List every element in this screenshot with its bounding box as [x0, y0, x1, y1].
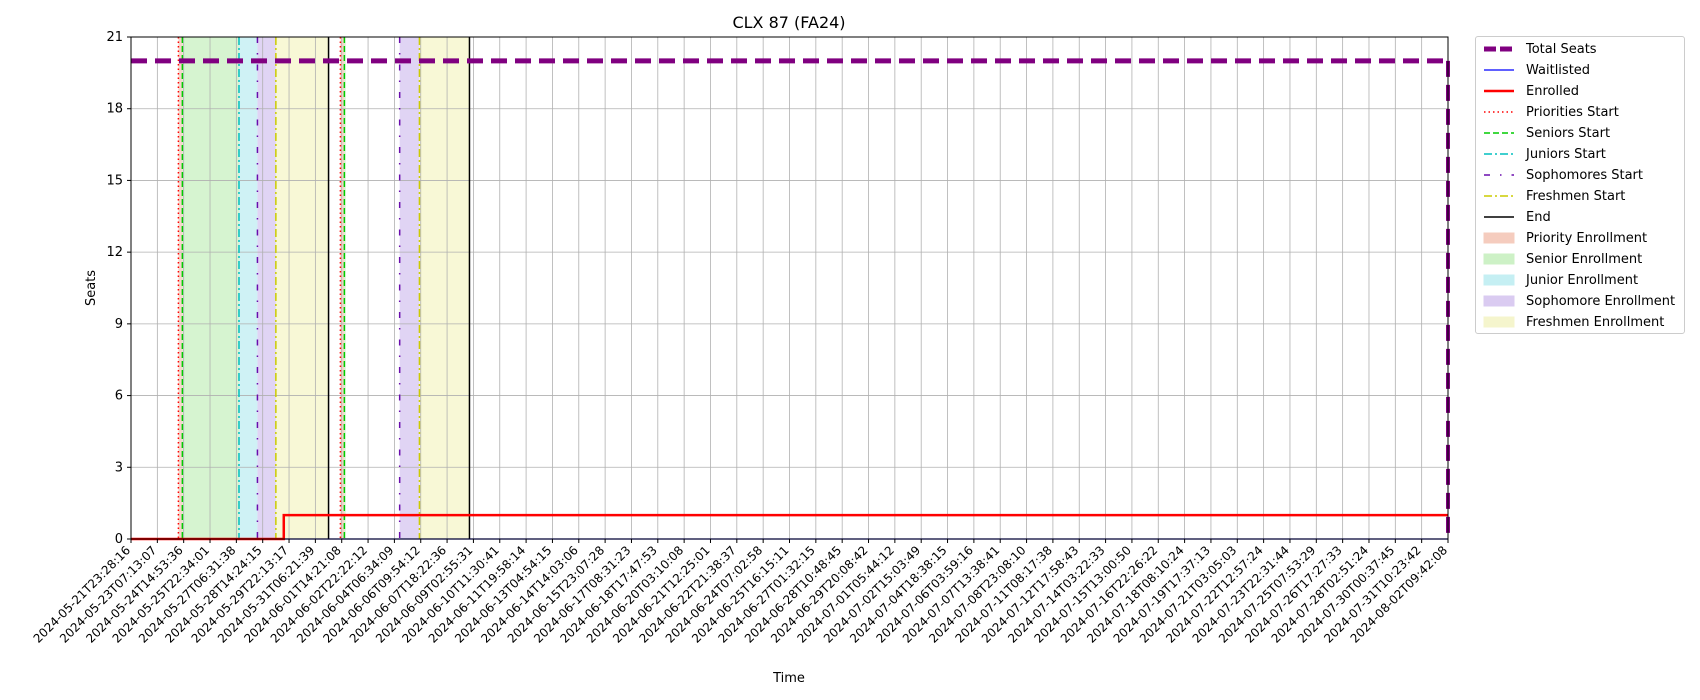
legend-item-priorities-start: Priorities Start — [1482, 102, 1619, 122]
span-freshmen-enrollment — [419, 37, 470, 539]
legend-item-freshmen-start: Freshmen Start — [1482, 186, 1625, 206]
y-tick-label: 21 — [106, 30, 123, 45]
legend-swatch — [1482, 42, 1516, 56]
y-tick-label: 6 — [115, 389, 123, 404]
x-axis-ticks: 2024-05-21T23:28:162024-05-23T07:13:0720… — [31, 539, 1450, 646]
legend-label: Priorities Start — [1526, 104, 1619, 120]
legend-item-sophomore-enrollment: Sophomore Enrollment — [1482, 291, 1675, 311]
legend-item-junior-enrollment: Junior Enrollment — [1482, 270, 1638, 290]
legend-swatch — [1482, 273, 1516, 287]
legend-swatch — [1482, 315, 1516, 329]
legend-swatch — [1482, 168, 1516, 182]
y-axis-label: Seats — [84, 270, 99, 306]
legend-label: Priority Enrollment — [1526, 230, 1648, 246]
legend-label: Senior Enrollment — [1526, 251, 1643, 267]
legend-item-end: End — [1482, 207, 1551, 227]
legend-label: Waitlisted — [1526, 62, 1591, 78]
span-priority-enrollment — [178, 37, 183, 539]
legend-swatch — [1482, 105, 1516, 119]
legend-label: End — [1526, 209, 1551, 225]
span-freshmen-enrollment — [275, 37, 329, 539]
legend-swatch — [1482, 126, 1516, 140]
legend-swatch — [1482, 189, 1516, 203]
legend-item-priority-enrollment: Priority Enrollment — [1482, 228, 1647, 248]
span-junior-enrollment — [238, 37, 258, 539]
legend-label: Seniors Start — [1526, 125, 1611, 141]
legend-item-enrolled: Enrolled — [1482, 81, 1579, 101]
legend-label: Junior Enrollment — [1526, 272, 1639, 288]
y-tick-label: 15 — [106, 173, 123, 188]
y-tick-label: 0 — [115, 532, 123, 547]
legend: Total Seats Waitlisted Enrolled Priorities … — [1475, 36, 1685, 334]
legend-swatch — [1482, 210, 1516, 224]
span-priority-enrollment — [340, 37, 345, 539]
chart-title: CLX 87 (FA24) — [732, 13, 845, 32]
legend-label: Juniors Start — [1526, 146, 1606, 162]
legend-item-freshmen-enrollment: Freshmen Enrollment — [1482, 312, 1664, 332]
legend-item-waitlisted: Waitlisted — [1482, 60, 1590, 80]
y-tick-label: 9 — [115, 317, 123, 332]
legend-item-senior-enrollment: Senior Enrollment — [1482, 249, 1642, 269]
span-sophomore-enrollment — [257, 37, 276, 539]
legend-item-juniors-start: Juniors Start — [1482, 144, 1606, 164]
enrollment-spans — [178, 37, 470, 539]
legend-item-total-seats: Total Seats — [1482, 39, 1597, 59]
span-sophomore-enrollment — [399, 37, 420, 539]
y-tick-label: 18 — [106, 102, 123, 117]
event-lines — [177, 37, 471, 539]
legend-swatch — [1482, 252, 1516, 266]
legend-item-seniors-start: Seniors Start — [1482, 123, 1610, 143]
legend-swatch — [1482, 63, 1516, 77]
span-senior-enrollment — [344, 37, 346, 539]
legend-label: Sophomore Enrollment — [1526, 293, 1676, 309]
legend-swatch — [1482, 147, 1516, 161]
y-tick-label: 3 — [115, 460, 123, 475]
legend-swatch — [1482, 294, 1516, 308]
legend-swatch — [1482, 231, 1516, 245]
legend-label: Sophomores Start — [1526, 167, 1643, 183]
x-axis-label: Time — [772, 671, 805, 686]
span-senior-enrollment — [182, 37, 239, 539]
y-axis-ticks: 0 3 6 9 12 15 18 21 — [106, 30, 131, 547]
legend-swatch — [1482, 84, 1516, 98]
legend-label: Enrolled — [1526, 83, 1579, 99]
legend-item-sophomores-start: Sophomores Start — [1482, 165, 1643, 185]
legend-label: Freshmen Enrollment — [1526, 314, 1665, 330]
legend-label: Freshmen Start — [1526, 188, 1626, 204]
legend-label: Total Seats — [1526, 41, 1597, 57]
y-tick-label: 12 — [106, 245, 123, 260]
